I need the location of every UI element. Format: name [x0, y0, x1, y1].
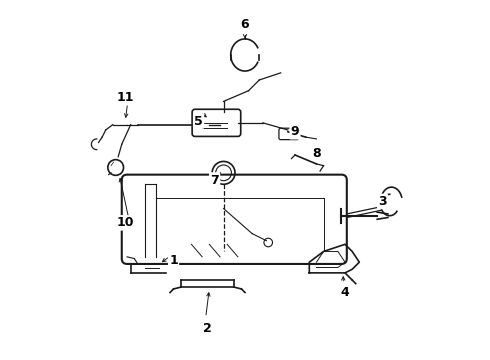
Text: 5: 5 [194, 114, 203, 127]
Text: 4: 4 [341, 286, 349, 299]
Text: 3: 3 [378, 195, 387, 208]
FancyBboxPatch shape [122, 175, 347, 264]
FancyBboxPatch shape [192, 109, 241, 136]
Text: 7: 7 [210, 174, 219, 186]
Text: 6: 6 [241, 18, 249, 31]
Text: 9: 9 [291, 125, 299, 138]
Text: 2: 2 [203, 322, 212, 335]
FancyBboxPatch shape [279, 128, 298, 140]
Text: 11: 11 [117, 91, 134, 104]
Text: 10: 10 [117, 216, 134, 229]
Text: 8: 8 [312, 147, 321, 160]
Text: 1: 1 [169, 254, 178, 267]
